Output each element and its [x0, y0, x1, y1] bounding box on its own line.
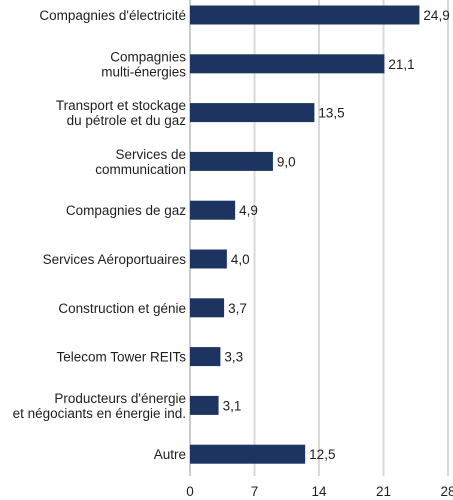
value-label: 4,9 [239, 203, 258, 218]
category-label-line: du pétrole et du gaz [67, 113, 187, 128]
bar [190, 444, 306, 464]
x-tick-label: 21 [376, 484, 391, 499]
x-tick-label: 0 [186, 484, 194, 499]
bar [190, 200, 236, 220]
value-label: 21,1 [388, 57, 414, 72]
bar [190, 298, 225, 318]
bar [190, 395, 219, 415]
category-label: Telecom Tower REITs [56, 350, 186, 365]
bar [190, 249, 227, 269]
bar [190, 347, 221, 367]
category-label-line: Producteurs d'énergie [54, 391, 186, 406]
category-label: Compagnies d'électricité [39, 8, 186, 23]
x-tick-label: 14 [311, 484, 327, 499]
value-label: 24,9 [423, 8, 449, 23]
value-label: 3,3 [224, 350, 243, 365]
category-label-line: et négociants en énergie ind. [13, 406, 186, 421]
category-label-line: Construction et génie [58, 301, 186, 316]
bar [190, 151, 273, 171]
category-label-line: Services de [115, 147, 186, 162]
value-label: 12,5 [309, 447, 335, 462]
category-label-line: Compagnies [110, 49, 186, 64]
category-label-line: Services Aéroportuaires [43, 252, 187, 267]
bar [190, 103, 315, 123]
value-label: 3,1 [223, 398, 242, 413]
category-label: Autre [154, 447, 186, 462]
value-label: 9,0 [277, 154, 296, 169]
bars [190, 5, 420, 464]
category-label-line: Transport et stockage [56, 98, 186, 113]
value-label: 4,0 [231, 252, 250, 267]
bar [190, 54, 385, 74]
category-label-line: Autre [154, 447, 186, 462]
category-label-line: Telecom Tower REITs [56, 350, 186, 365]
category-label: Compagnies de gaz [66, 203, 186, 218]
category-label: Services Aéroportuaires [43, 252, 187, 267]
category-label: Transport et stockage du pétrole et du ga… [56, 98, 186, 128]
category-label: Producteurs d'énergie et négociants en én… [13, 391, 186, 421]
category-label-line: multi-énergies [101, 64, 186, 79]
category-label: Services de communication [95, 147, 186, 177]
category-label: Compagnies multi-énergies [101, 49, 186, 79]
value-label: 3,7 [228, 301, 247, 316]
x-tick-label: 28 [440, 484, 453, 499]
labels: 0 7 14 21 28 24,9 Compagnies d'électricité 21,1… [13, 8, 453, 499]
x-tick-label: 7 [251, 484, 259, 499]
category-label: Construction et génie [58, 301, 186, 316]
value-label: 13,5 [318, 106, 344, 121]
bar [190, 5, 420, 25]
category-label-line: communication [95, 162, 186, 177]
category-label-line: Compagnies d'électricité [39, 8, 186, 23]
category-label-line: Compagnies de gaz [66, 203, 186, 218]
